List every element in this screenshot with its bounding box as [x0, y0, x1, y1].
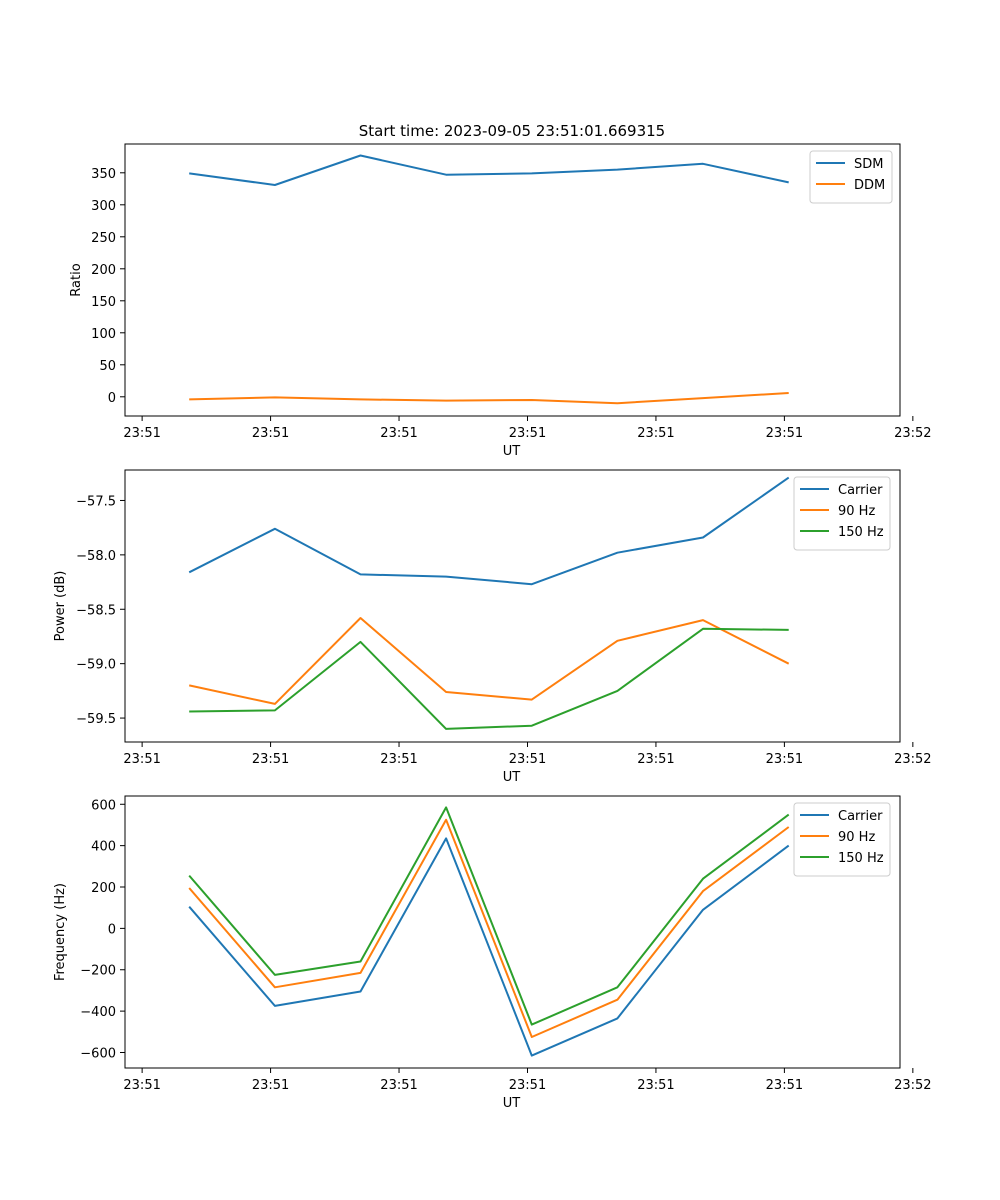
legend: Carrier 90 Hz 150 Hz — [793, 476, 891, 551]
y-tick-label: −400 — [80, 1005, 116, 1020]
legend-label: 150 Hz — [838, 851, 884, 866]
x-tick-label: 23:51 — [766, 752, 803, 767]
y-tick-label: 400 — [91, 840, 116, 855]
x-tick-label: 23:51 — [637, 426, 674, 441]
legend-label: 90 Hz — [838, 830, 875, 845]
y-tick-label: 0 — [108, 922, 116, 937]
x-tick-label: 23:51 — [252, 1078, 289, 1093]
x-tick-label: 23:51 — [509, 752, 546, 767]
series-line-90-hz — [188, 818, 790, 1038]
y-axis-label: Frequency (Hz) — [53, 883, 68, 981]
y-tick-label: 300 — [91, 199, 116, 214]
x-tick-label: 23:51 — [766, 426, 803, 441]
y-tick-label: 50 — [99, 359, 116, 374]
x-tick-label: 23:51 — [380, 752, 417, 767]
x-axis-label: UT — [503, 444, 521, 459]
x-tick-label: 23:51 — [509, 1078, 546, 1093]
legend-label: 90 Hz — [838, 504, 875, 519]
x-axis-label: UT — [503, 1096, 521, 1111]
y-tick-label: −58.5 — [76, 603, 116, 618]
x-tick-label: 23:52 — [894, 752, 931, 767]
series-line-carrier — [188, 476, 790, 586]
x-tick-label: 23:51 — [252, 426, 289, 441]
legend-label: DDM — [854, 178, 885, 193]
y-tick-label: 250 — [91, 231, 116, 246]
y-tick-label: −59.5 — [76, 712, 116, 727]
x-tick-label: 23:51 — [637, 752, 674, 767]
y-tick-label: −58.0 — [76, 549, 116, 564]
y-tick-label: 200 — [91, 881, 116, 896]
y-tick-label: −600 — [80, 1046, 116, 1061]
panels: 23:51 23:51 23:51 23:51 23:51 23:51 23:52 0 50 10… — [53, 143, 932, 1111]
y-axis-label: Power (dB) — [53, 571, 68, 642]
chart-panel-2: 23:51 23:51 23:51 23:51 23:51 23:51 23:52 −59.5… — [53, 469, 932, 785]
series-line-sdm — [189, 154, 789, 186]
chart-panel-3: 23:51 23:51 23:51 23:51 23:51 23:51 23:52 −600 −… — [53, 795, 932, 1111]
x-tick-label: 23:51 — [637, 1078, 674, 1093]
y-tick-label: −200 — [80, 964, 116, 979]
y-tick-label: 350 — [91, 167, 116, 182]
x-tick-label: 23:51 — [766, 1078, 803, 1093]
series-line-ddm — [189, 392, 789, 405]
x-tick-label: 23:52 — [894, 426, 931, 441]
legend-label: SDM — [854, 157, 883, 172]
series-line-150-hz — [189, 627, 789, 730]
x-tick-label: 23:51 — [380, 426, 417, 441]
x-tick-label: 23:51 — [123, 426, 160, 441]
y-tick-label: 600 — [91, 798, 116, 813]
y-tick-label: −57.5 — [76, 494, 116, 509]
figure-title: Start time: 2023-09-05 23:51:01.669315 — [359, 122, 665, 140]
y-tick-label: 150 — [91, 295, 116, 310]
x-tick-label: 23:51 — [509, 426, 546, 441]
legend: Carrier 90 Hz 150 Hz — [793, 802, 891, 877]
y-tick-label: 100 — [91, 327, 116, 342]
y-tick-label: 0 — [108, 391, 116, 406]
x-axis-label: UT — [503, 770, 521, 785]
y-tick-label: 200 — [91, 263, 116, 278]
x-tick-label: 23:51 — [123, 752, 160, 767]
chart-panel-1: 23:51 23:51 23:51 23:51 23:51 23:51 23:52 0 50 10… — [69, 143, 932, 459]
y-tick-label: −59.0 — [76, 658, 116, 673]
x-tick-label: 23:52 — [894, 1078, 931, 1093]
x-tick-label: 23:51 — [123, 1078, 160, 1093]
x-tick-label: 23:51 — [380, 1078, 417, 1093]
legend-label: Carrier — [838, 483, 883, 498]
series-line-carrier — [188, 837, 790, 1057]
legend-label: 150 Hz — [838, 525, 884, 540]
plot-frame — [124, 469, 901, 743]
plot-frame — [124, 795, 901, 1069]
plot-frame — [124, 143, 901, 417]
y-axis-label: Ratio — [69, 263, 84, 296]
x-tick-label: 23:51 — [252, 752, 289, 767]
legend: SDM DDM — [809, 150, 893, 204]
series-line-150-hz — [188, 806, 790, 1026]
series-line-90-hz — [188, 617, 790, 705]
legend-label: Carrier — [838, 809, 883, 824]
